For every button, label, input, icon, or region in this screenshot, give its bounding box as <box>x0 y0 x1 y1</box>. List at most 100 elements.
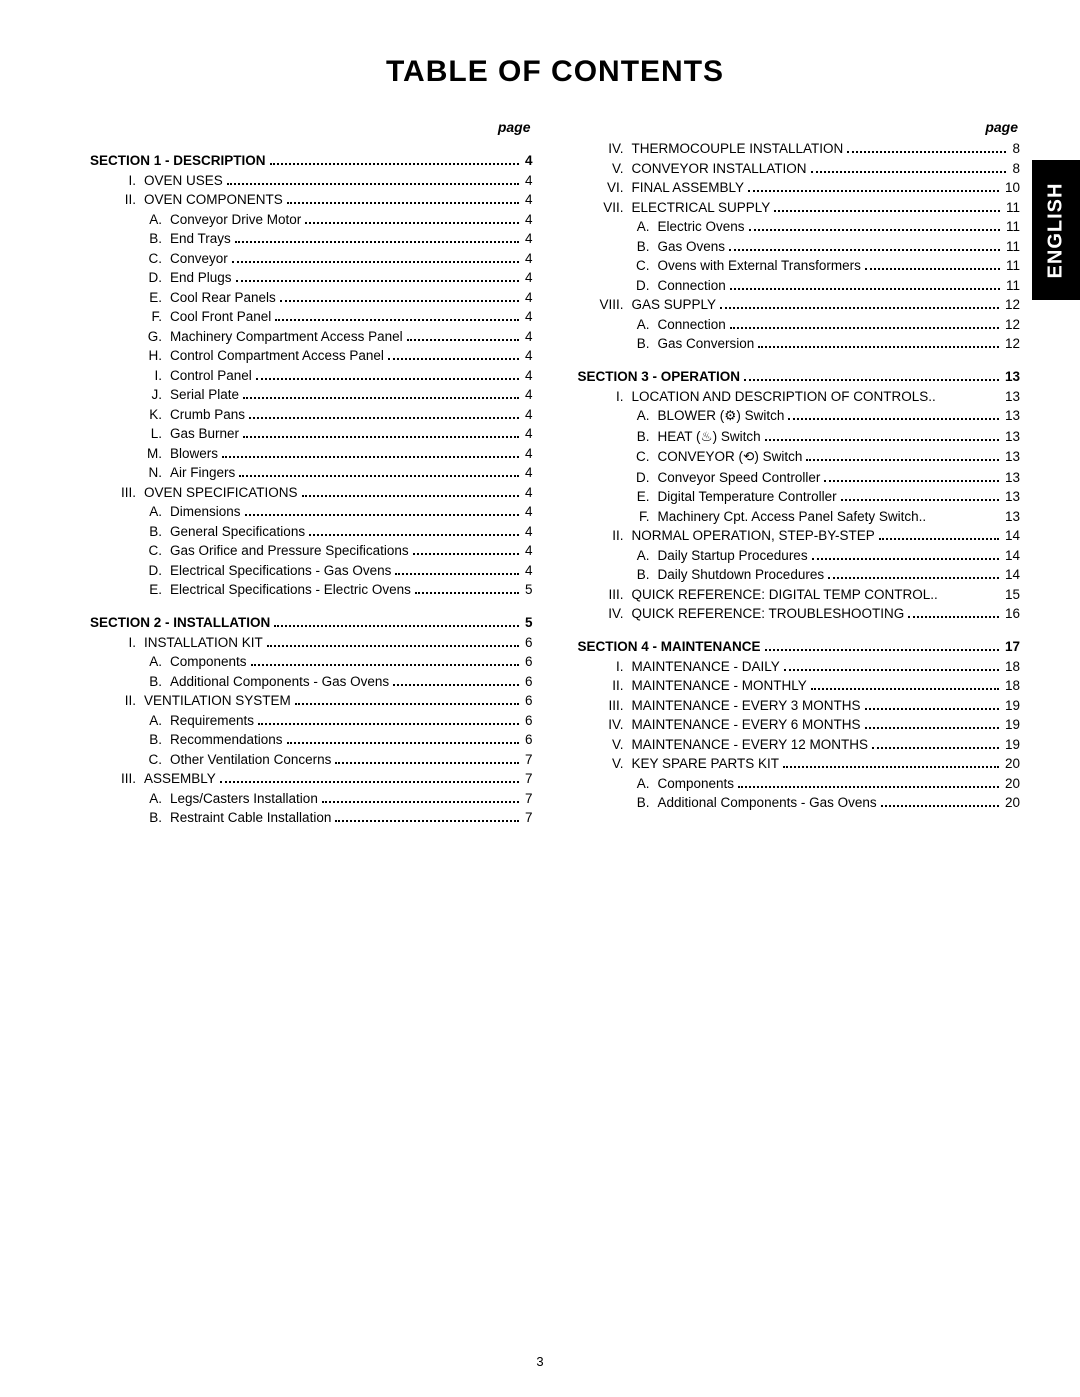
toc-entry-marker: C. <box>140 543 162 558</box>
toc-entry: V.MAINTENANCE - EVERY 12 MONTHS19 <box>578 737 1021 752</box>
toc-entry-text: MAINTENANCE - MONTHLY <box>632 678 807 693</box>
toc-entry: I.MAINTENANCE - DAILY18 <box>578 659 1021 674</box>
toc-entry-text: Gas Ovens <box>658 239 726 254</box>
toc-entry-page: 4 <box>523 504 533 519</box>
toc-entry-marker: V. <box>596 161 624 176</box>
toc-entry-marker: I. <box>108 173 136 188</box>
toc-entry-label-wrap: D.Conveyor Speed Controller <box>578 470 821 485</box>
toc-entry-text: SECTION 2 - INSTALLATION <box>90 615 270 630</box>
toc-entry: III.OVEN SPECIFICATIONS4 <box>90 485 533 500</box>
toc-leader <box>393 684 519 686</box>
toc-entry-page: 4 <box>523 231 533 246</box>
toc-entry-text: CONVEYOR (⟲) Switch <box>658 449 803 465</box>
toc-leader <box>239 475 519 477</box>
toc-entry: B.HEAT (♨) Switch13 <box>578 429 1021 445</box>
toc-leader <box>748 190 999 192</box>
toc-entry-label-wrap: SECTION 2 - INSTALLATION <box>90 615 270 630</box>
toc-leader <box>305 222 519 224</box>
toc-entry: B.Additional Components - Gas Ovens20 <box>578 795 1021 810</box>
toc-entry: V.CONVEYOR INSTALLATION8 <box>578 161 1021 176</box>
toc-entry-label-wrap: H.Control Compartment Access Panel <box>90 348 384 363</box>
toc-entry-text: VENTILATION SYSTEM <box>144 693 291 708</box>
toc-entry-label-wrap: A.Components <box>90 654 247 669</box>
toc-entry: D.Electrical Specifications - Gas Ovens4 <box>90 563 533 578</box>
toc-leader <box>274 625 519 627</box>
toc-entry-marker: II. <box>596 528 624 543</box>
toc-entry-text: Daily Shutdown Procedures <box>658 567 825 582</box>
toc-entry-page: 4 <box>523 251 533 266</box>
toc-entry-page: 11 <box>1004 258 1020 273</box>
toc-leader <box>749 229 1000 231</box>
toc-entry-label-wrap: C.CONVEYOR (⟲) Switch <box>578 449 803 465</box>
toc-entry-marker: H. <box>140 348 162 363</box>
toc-entry-marker: J. <box>140 387 162 402</box>
toc-entry: A.Components6 <box>90 654 533 669</box>
toc-entry-label-wrap: VI.FINAL ASSEMBLY <box>578 180 745 195</box>
toc-entry-text: SECTION 3 - OPERATION <box>578 369 741 384</box>
toc-leader <box>758 346 999 348</box>
toc-entry-page: 13 <box>1003 429 1020 444</box>
toc-entry-page: 5 <box>523 615 533 630</box>
toc-leader <box>302 495 519 497</box>
toc-entry-text: Control Panel <box>170 368 252 383</box>
toc-entry-page: 4 <box>523 543 533 558</box>
toc-entry-label-wrap: I.INSTALLATION KIT <box>90 635 263 650</box>
toc-entry-text: Digital Temperature Controller <box>658 489 837 504</box>
toc-entry-marker: D. <box>140 270 162 285</box>
toc-leader <box>783 766 999 768</box>
toc-entry-text: MAINTENANCE - DAILY <box>632 659 780 674</box>
toc-entry-page: 18 <box>1003 678 1020 693</box>
toc-entry-marker: A. <box>140 791 162 806</box>
toc-entry-page: 5 <box>523 582 533 597</box>
toc-entry: II.MAINTENANCE - MONTHLY18 <box>578 678 1021 693</box>
toc-entry-page: 4 <box>523 465 533 480</box>
toc-entry-marker: C. <box>628 258 650 273</box>
toc-entry-label-wrap: G.Machinery Compartment Access Panel <box>90 329 403 344</box>
toc-entry: V.KEY SPARE PARTS KIT20 <box>578 756 1021 771</box>
toc-leader <box>249 417 519 419</box>
toc-entry: A.Components20 <box>578 776 1021 791</box>
toc-entry-label-wrap: I.OVEN USES <box>90 173 223 188</box>
toc-entry: E.Digital Temperature Controller13 <box>578 489 1021 504</box>
toc-leader <box>388 358 519 360</box>
toc-entry-marker: A. <box>628 317 650 332</box>
toc-leader <box>744 379 999 381</box>
toc-entry: A.Connection12 <box>578 317 1021 332</box>
toc-entry-text: Conveyor <box>170 251 228 266</box>
toc-entry-label-wrap: I.Control Panel <box>90 368 252 383</box>
toc-entry-marker: F. <box>628 509 650 524</box>
toc-entry-label-wrap: II.NORMAL OPERATION, STEP-BY-STEP <box>578 528 875 543</box>
toc-entry-text: Conveyor Speed Controller <box>658 470 821 485</box>
toc-leader <box>335 762 519 764</box>
toc-leader <box>413 553 519 555</box>
toc-entry-label-wrap: III.ASSEMBLY <box>90 771 216 786</box>
toc-entry-page: 8 <box>1010 161 1020 176</box>
toc-entry-text: Gas Orifice and Pressure Specifications <box>170 543 409 558</box>
toc-entry-marker: I. <box>596 659 624 674</box>
toc-leader <box>236 280 519 282</box>
toc-entry: A.BLOWER (⚙) Switch13 <box>578 408 1021 424</box>
toc-entry: B.Additional Components - Gas Ovens6 <box>90 674 533 689</box>
toc-leader <box>267 645 519 647</box>
toc-entry-label-wrap: B.Gas Conversion <box>578 336 755 351</box>
toc-entry-label-wrap: V.KEY SPARE PARTS KIT <box>578 756 780 771</box>
toc-entry-page: 19 <box>1003 698 1020 713</box>
toc-entry: E.Cool Rear Panels4 <box>90 290 533 305</box>
toc-entry-page: 13 <box>1003 449 1020 464</box>
toc-entry-marker: VII. <box>596 200 624 215</box>
page-number: 3 <box>0 1354 1080 1369</box>
toc-entry: IV.MAINTENANCE - EVERY 6 MONTHS19 <box>578 717 1021 732</box>
toc-entry-page: 4 <box>523 407 533 422</box>
toc-entry: D.Conveyor Speed Controller13 <box>578 470 1021 485</box>
toc-leader <box>220 781 519 783</box>
toc-entry-page: 8 <box>1010 141 1020 156</box>
toc-entry-marker: D. <box>628 278 650 293</box>
toc-entry-marker: B. <box>140 524 162 539</box>
toc-entry: F.Machinery Cpt. Access Panel Safety Swi… <box>578 509 1021 524</box>
toc-entry-label-wrap: B.Gas Ovens <box>578 239 726 254</box>
toc-leader <box>232 261 519 263</box>
toc-entry-page: 4 <box>523 212 533 227</box>
toc-entry-marker: III. <box>596 587 624 602</box>
toc-entry-label-wrap: SECTION 4 - MAINTENANCE <box>578 639 761 654</box>
toc-entry-marker: II. <box>108 192 136 207</box>
